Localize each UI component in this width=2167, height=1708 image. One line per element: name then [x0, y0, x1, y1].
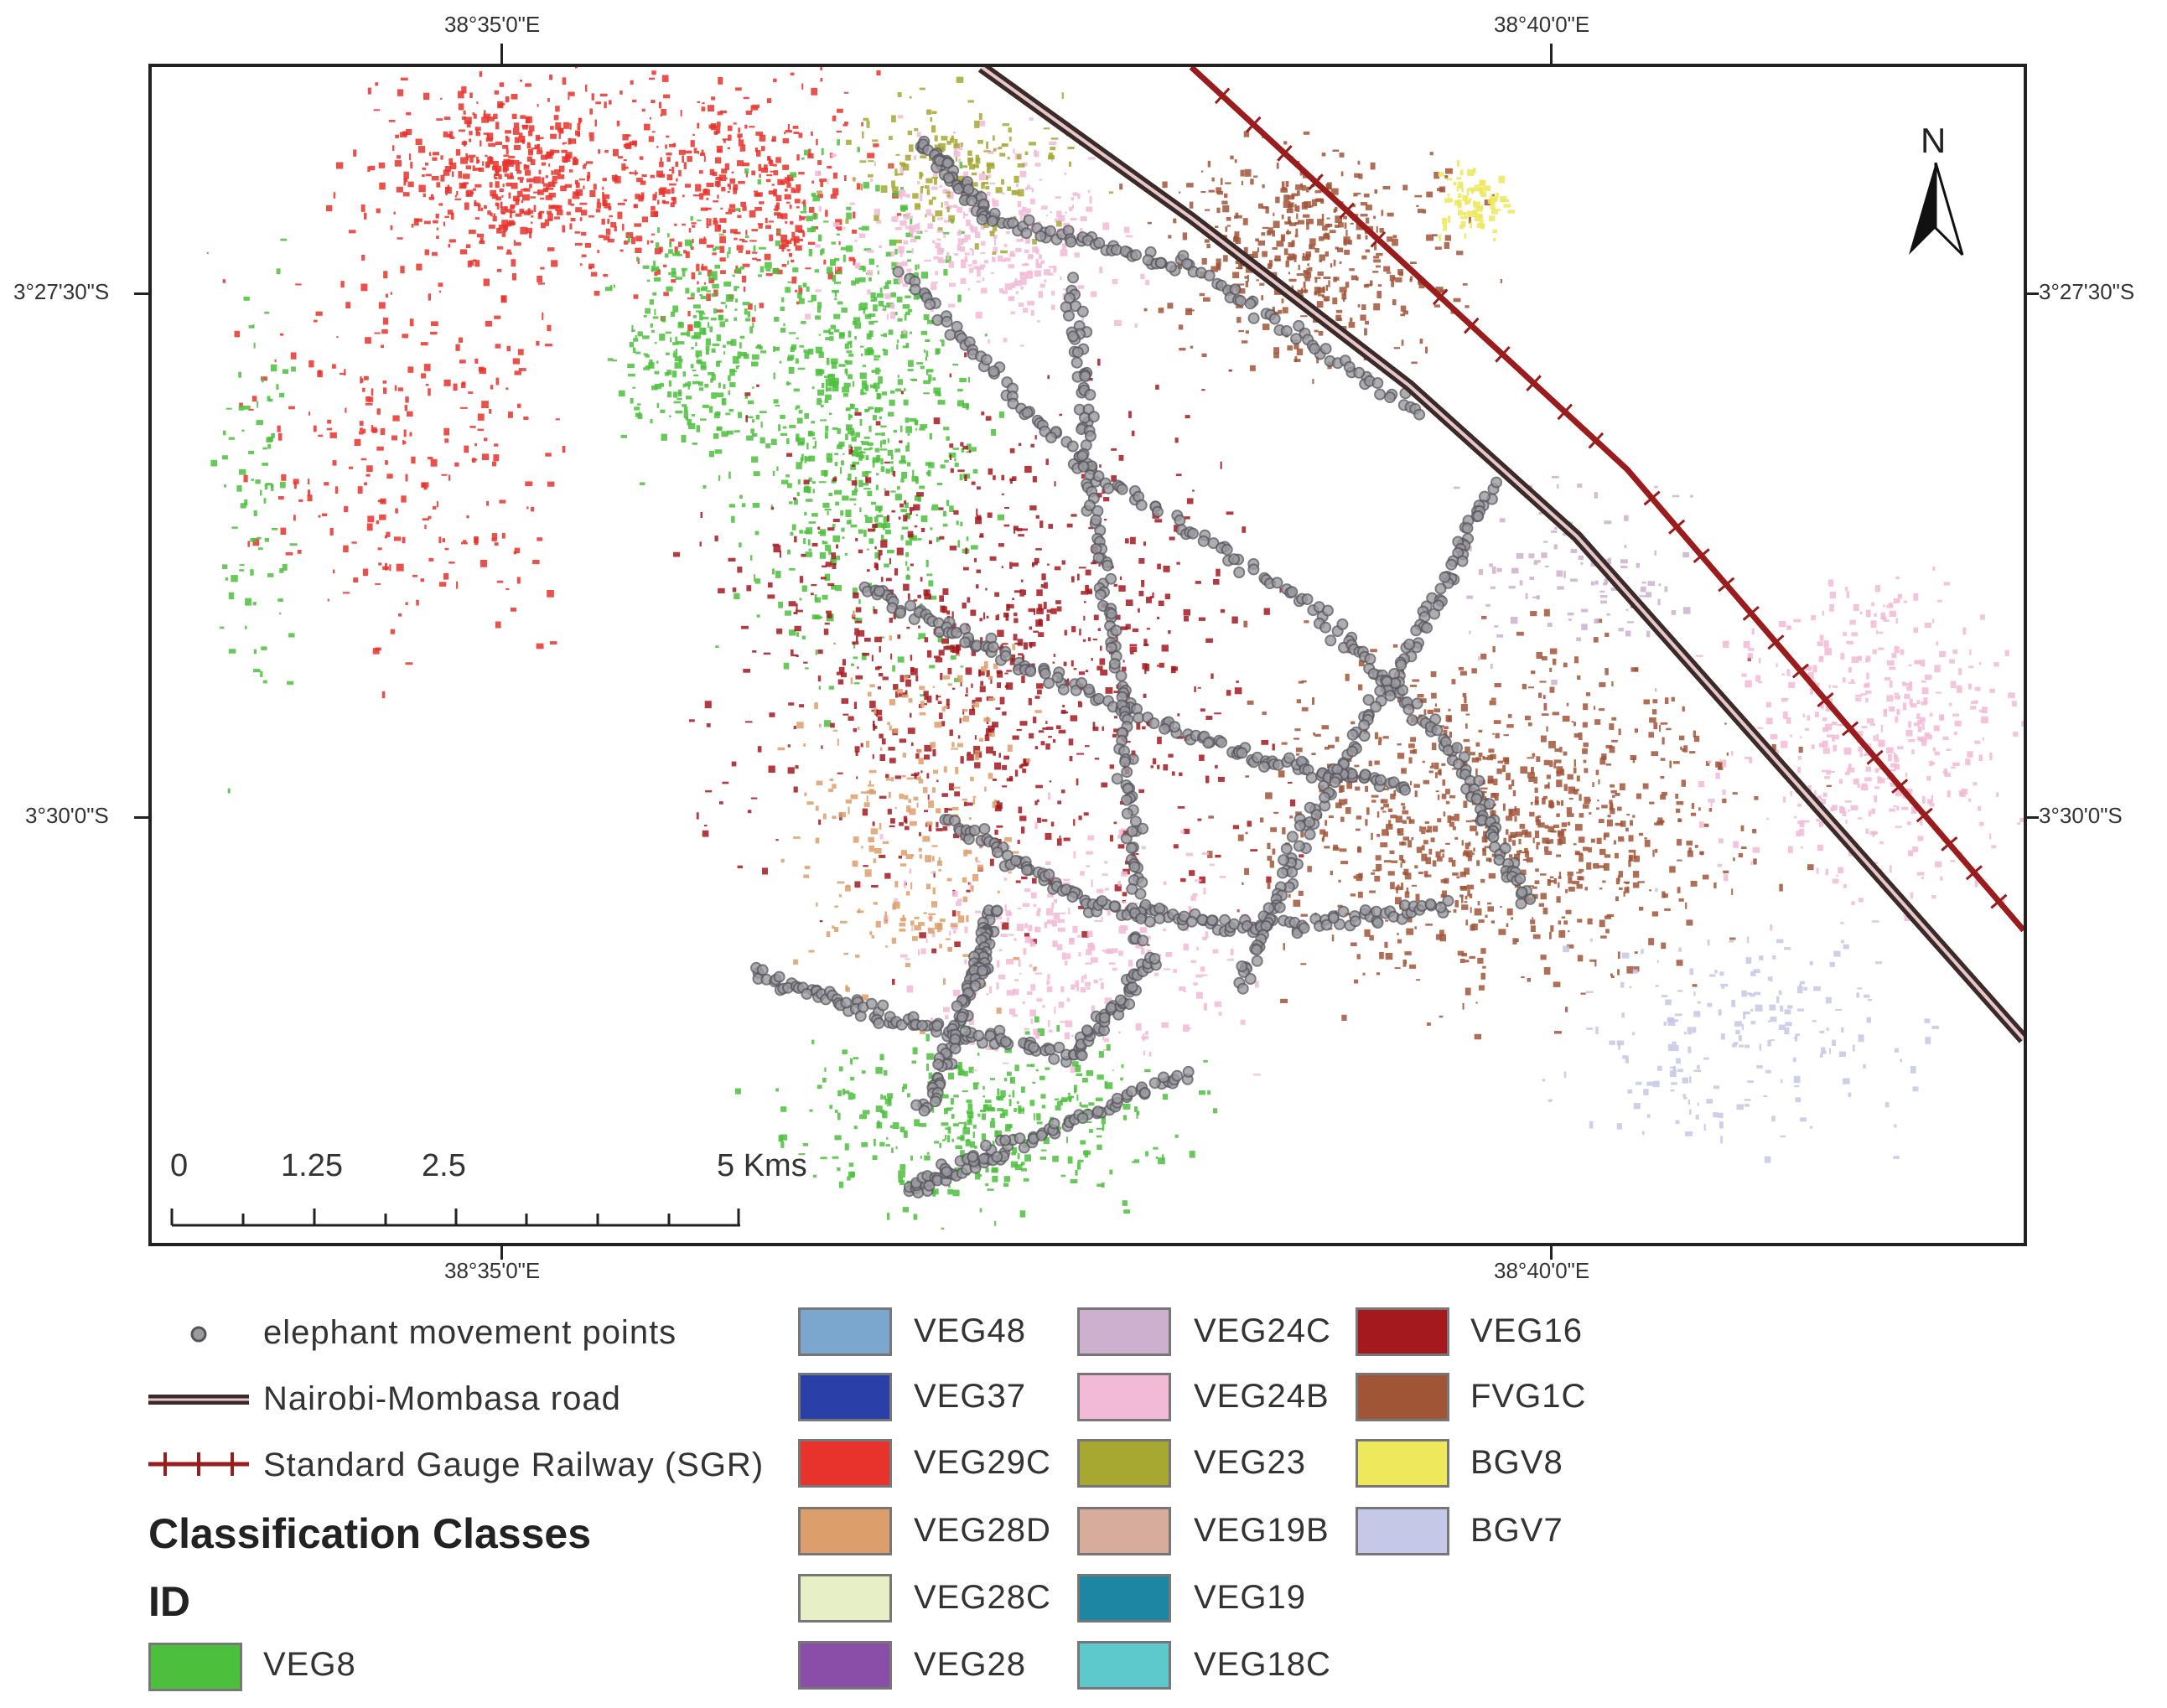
scale-label-5-kms: 5 Kms — [717, 1148, 807, 1183]
nairobi-mombasa-road — [977, 67, 2024, 1043]
north-arrow-icon — [1909, 163, 1964, 256]
class-label: VEG28C — [914, 1579, 1051, 1616]
scale-label-2-5: 2.5 — [422, 1148, 466, 1183]
class-label: BGV8 — [1470, 1444, 1563, 1481]
railway-line — [1189, 67, 2024, 933]
scale-label-1-25: 1.25 — [281, 1148, 343, 1183]
class-label: VEG16 — [1470, 1312, 1583, 1349]
graticule-tick — [1550, 1241, 1553, 1260]
graticule-top-label-1: 38°35'0"E — [444, 12, 541, 37]
swatch-veg24c — [1077, 1307, 1171, 1356]
graticule-tick — [500, 1241, 503, 1260]
class-label: VEG18C — [1194, 1646, 1331, 1683]
class-label: VEG28 — [914, 1646, 1026, 1683]
legend-feature-road-label: Nairobi-Mombasa road — [263, 1380, 621, 1417]
scale-bar: 0 1.25 2.5 5 Kms — [170, 1148, 807, 1240]
scale-bar-graphic — [170, 1209, 740, 1227]
railway-symbol-icon — [148, 1452, 249, 1476]
swatch-veg24b — [1077, 1373, 1171, 1421]
graticule-right-label-1: 3°27'30"S — [2039, 279, 2135, 304]
graticule-left-label-1: 3°27'30"S — [13, 279, 110, 304]
road-line-center — [980, 67, 2024, 1041]
swatch-veg23 — [1077, 1439, 1171, 1488]
swatch-veg18c — [1077, 1641, 1171, 1690]
swatch-veg28c — [798, 1574, 892, 1623]
legend-feature-points-label: elephant movement points — [263, 1314, 677, 1351]
graticule-tick — [1550, 44, 1553, 65]
point-symbol-icon — [190, 1326, 207, 1343]
class-label: FVG1C — [1470, 1378, 1587, 1415]
legend-subheading: ID — [148, 1578, 190, 1625]
swatch-veg16 — [1356, 1307, 1449, 1356]
class-label: VEG24C — [1194, 1312, 1331, 1349]
scale-label-0: 0 — [170, 1148, 189, 1183]
graticule-left-label-2: 3°30'0"S — [25, 803, 109, 828]
swatch-bgv8 — [1356, 1439, 1449, 1488]
elephant-movement-points — [750, 135, 1537, 1198]
swatch-bgv7 — [1356, 1507, 1449, 1555]
swatch-veg29c — [798, 1439, 892, 1488]
graticule-bottom-label-1: 38°35'0"E — [444, 1258, 541, 1283]
class-label: VEG24B — [1194, 1378, 1330, 1415]
class-label: VEG23 — [1194, 1444, 1306, 1481]
graticule-tick — [2022, 292, 2039, 295]
road-symbol-icon — [148, 1395, 249, 1405]
graticule-top-label-2: 38°40'0"E — [1494, 12, 1590, 37]
classified-land-cover-map — [206, 67, 2024, 1230]
swatch-veg37 — [798, 1373, 892, 1421]
class-label: VEG19B — [1194, 1512, 1330, 1549]
graticule-tick — [134, 292, 151, 295]
class-label: VEG19 — [1194, 1579, 1306, 1616]
graticule-tick — [500, 44, 503, 65]
north-arrow-label: N — [1921, 121, 1947, 160]
swatch-veg19b — [1077, 1507, 1171, 1555]
graticule-right-label-2: 3°30'0"S — [2039, 803, 2123, 828]
class-label: BGV7 — [1470, 1512, 1563, 1549]
map-frame[interactable]: N 0 1.25 2.5 5 Kms — [148, 64, 2027, 1246]
swatch-veg48 — [798, 1307, 892, 1356]
class-label: VEG8 — [263, 1646, 356, 1683]
class-label: VEG29C — [914, 1444, 1051, 1481]
class-label: VEG28D — [914, 1512, 1051, 1549]
swatch-veg8 — [148, 1643, 242, 1691]
swatch-veg28d — [798, 1507, 892, 1555]
graticule-tick — [134, 816, 151, 819]
legend-heading: Classification Classes — [148, 1510, 592, 1557]
graticule-tick — [2022, 816, 2039, 819]
graticule-bottom-label-2: 38°40'0"E — [1494, 1258, 1590, 1283]
north-arrow: N — [1905, 121, 1973, 263]
swatch-veg19 — [1077, 1574, 1171, 1623]
railway-ticks — [1214, 87, 2008, 909]
swatch-veg28 — [798, 1641, 892, 1690]
class-label: VEG37 — [914, 1378, 1026, 1415]
classification-raster — [206, 67, 2024, 1230]
standard-gauge-railway — [1189, 67, 2024, 933]
legend-feature-railway-label: Standard Gauge Railway (SGR) — [263, 1447, 765, 1483]
class-label: VEG48 — [914, 1312, 1026, 1349]
swatch-fvg1c — [1356, 1373, 1449, 1421]
